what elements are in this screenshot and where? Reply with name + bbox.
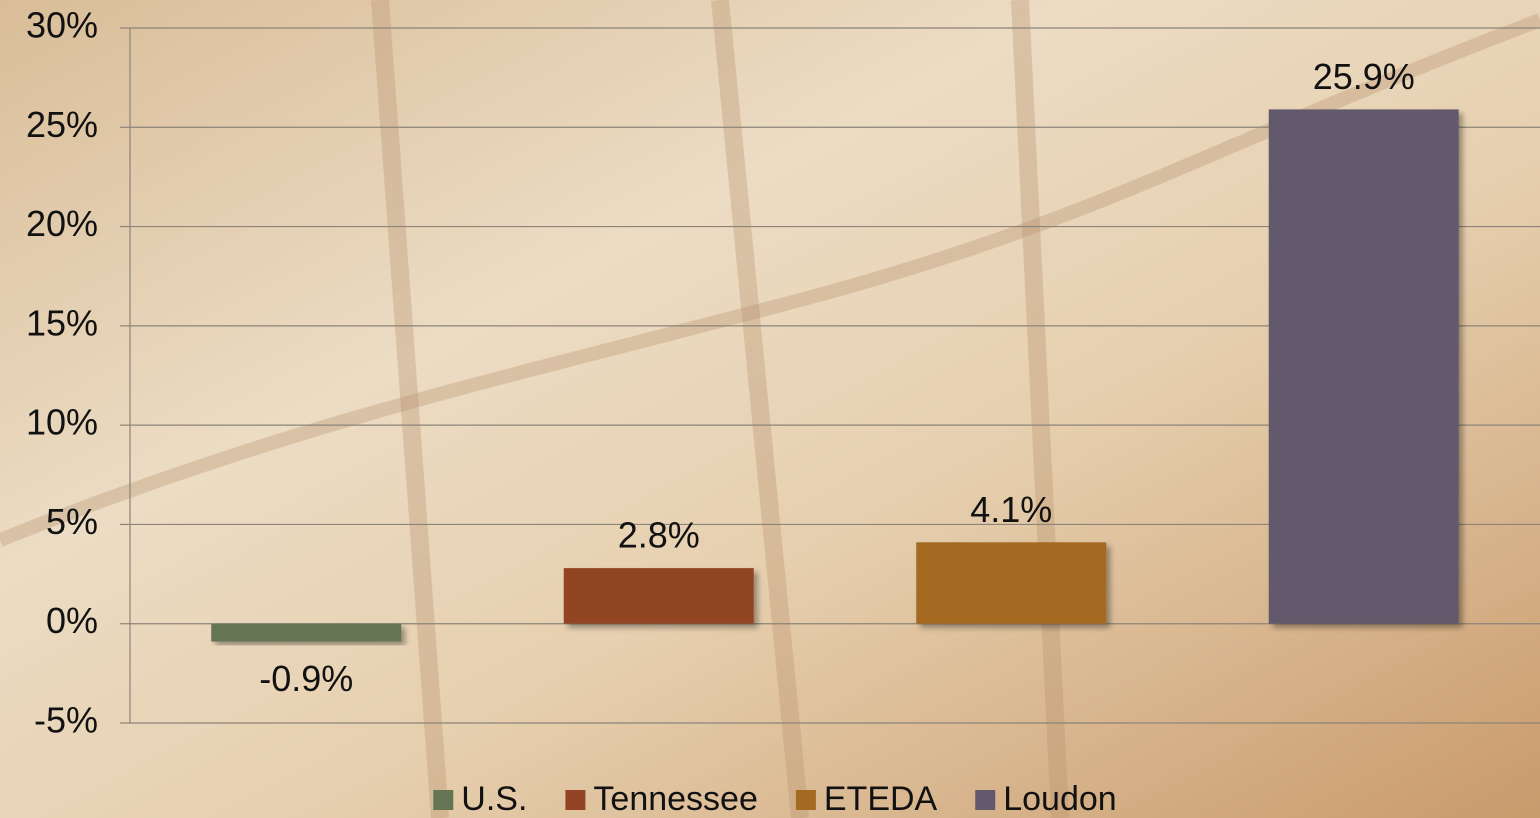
data-label: 25.9% <box>1313 56 1415 97</box>
legend-swatch <box>565 790 586 810</box>
bar <box>1268 109 1459 624</box>
y-tick-label: 20% <box>26 203 98 244</box>
y-tick-label: -5% <box>34 700 98 741</box>
bar <box>211 623 402 642</box>
y-tick-label: 10% <box>26 402 98 443</box>
legend-swatch <box>795 790 816 810</box>
data-label: 4.1% <box>970 489 1052 530</box>
legend-label: Loudon <box>1003 780 1116 818</box>
bar <box>916 542 1107 624</box>
y-tick-label: 15% <box>26 302 98 343</box>
legend-label: U.S. <box>461 780 527 818</box>
bar <box>563 568 754 624</box>
y-tick-label: 25% <box>26 104 98 145</box>
legend-swatch <box>433 790 454 810</box>
data-label: -0.9% <box>259 658 353 699</box>
legend-swatch <box>975 790 996 810</box>
legend-label: Tennessee <box>593 780 757 818</box>
y-tick-label: 30% <box>26 5 98 46</box>
y-tick-label: 5% <box>46 501 98 542</box>
data-label: 2.8% <box>618 515 700 556</box>
y-tick-label: 0% <box>46 600 98 641</box>
legend-label: ETEDA <box>824 780 938 818</box>
